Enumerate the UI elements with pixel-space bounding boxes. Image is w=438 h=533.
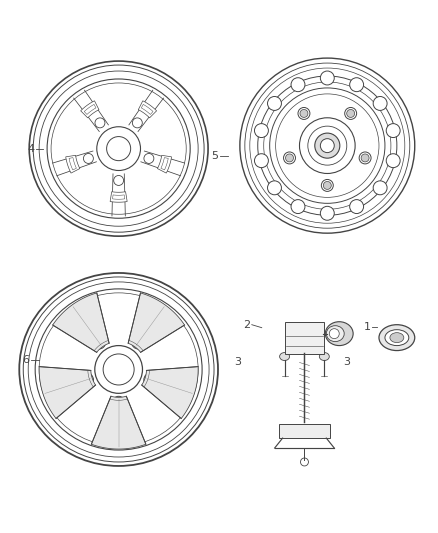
Polygon shape (138, 101, 157, 118)
Ellipse shape (291, 78, 305, 92)
Ellipse shape (385, 330, 409, 345)
Ellipse shape (268, 181, 282, 195)
Ellipse shape (321, 180, 333, 191)
Ellipse shape (300, 458, 308, 466)
FancyBboxPatch shape (285, 322, 324, 353)
Ellipse shape (114, 175, 124, 185)
Ellipse shape (359, 152, 371, 164)
Ellipse shape (379, 325, 415, 351)
Ellipse shape (254, 124, 268, 138)
Ellipse shape (325, 322, 353, 345)
Ellipse shape (95, 338, 103, 346)
Text: 5: 5 (212, 151, 219, 160)
Polygon shape (157, 155, 172, 173)
Ellipse shape (82, 376, 91, 384)
Ellipse shape (132, 118, 142, 128)
Ellipse shape (147, 376, 155, 384)
Ellipse shape (350, 78, 364, 92)
Ellipse shape (361, 154, 369, 162)
Ellipse shape (268, 96, 282, 110)
Ellipse shape (291, 200, 305, 214)
Ellipse shape (347, 109, 355, 117)
Ellipse shape (254, 154, 268, 168)
Ellipse shape (319, 352, 329, 360)
Ellipse shape (320, 139, 334, 152)
Polygon shape (110, 192, 127, 202)
Ellipse shape (112, 397, 126, 410)
Polygon shape (128, 293, 184, 352)
Polygon shape (142, 367, 198, 418)
Ellipse shape (350, 200, 364, 214)
Ellipse shape (386, 154, 400, 168)
Text: 3: 3 (234, 357, 241, 367)
Ellipse shape (144, 154, 154, 164)
Text: 4: 4 (28, 143, 35, 154)
Ellipse shape (83, 154, 93, 164)
Ellipse shape (286, 154, 293, 162)
Ellipse shape (131, 335, 145, 349)
Ellipse shape (329, 329, 339, 338)
Polygon shape (39, 367, 95, 418)
Polygon shape (53, 293, 109, 352)
Text: 6: 6 (23, 354, 30, 365)
Polygon shape (92, 396, 146, 449)
Ellipse shape (80, 373, 93, 387)
Text: 2: 2 (243, 320, 251, 330)
Ellipse shape (283, 152, 296, 164)
Ellipse shape (279, 352, 290, 360)
Ellipse shape (373, 96, 387, 110)
Polygon shape (81, 101, 99, 118)
Ellipse shape (320, 71, 334, 85)
Text: 1: 1 (364, 322, 371, 332)
Ellipse shape (323, 181, 331, 189)
Polygon shape (66, 155, 80, 173)
Ellipse shape (134, 338, 142, 346)
Ellipse shape (92, 335, 106, 349)
Ellipse shape (345, 108, 357, 119)
Ellipse shape (386, 124, 400, 138)
Ellipse shape (298, 108, 310, 119)
Bar (279, 424, 330, 438)
Ellipse shape (300, 109, 308, 117)
Ellipse shape (373, 181, 387, 195)
Ellipse shape (320, 206, 334, 220)
Ellipse shape (115, 399, 123, 407)
Ellipse shape (95, 118, 105, 128)
Ellipse shape (315, 133, 340, 158)
Ellipse shape (144, 373, 158, 387)
Ellipse shape (390, 333, 404, 343)
Ellipse shape (326, 326, 344, 342)
Text: 3: 3 (344, 357, 351, 367)
